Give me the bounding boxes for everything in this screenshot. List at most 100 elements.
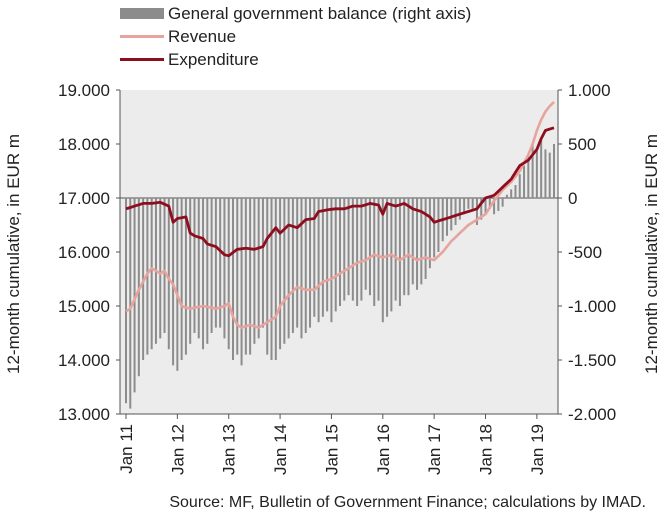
balance-bar <box>416 198 419 290</box>
y-right-tick-label: -1.000 <box>568 297 616 316</box>
balance-bar <box>223 198 226 339</box>
chart-legend: General government balance (right axis) … <box>120 2 471 71</box>
legend-swatch-balance <box>120 8 164 19</box>
balance-bar <box>540 139 543 198</box>
y-left-tick-label: 19.000 <box>58 81 110 100</box>
balance-bar <box>125 198 127 404</box>
balance-bar <box>189 198 192 344</box>
y-right-tick-label: -2.000 <box>568 405 616 424</box>
y-axis-right-label: 12-month cumulative, in EUR m <box>642 134 661 374</box>
source-note: Source: MF, Bulletin of Government Finan… <box>169 494 646 511</box>
balance-bar <box>274 198 277 360</box>
balance-bar <box>253 198 256 344</box>
balance-bar <box>510 189 513 198</box>
y-left-tick-label: 17.000 <box>58 189 110 208</box>
balance-bar <box>544 149 547 198</box>
balance-bar <box>279 198 282 350</box>
balance-bar <box>176 198 179 371</box>
x-tick-label: Jan 13 <box>220 424 239 475</box>
y-right-tick-label: -1.500 <box>568 351 616 370</box>
legend-item-expenditure: Expenditure <box>120 48 471 71</box>
balance-bar <box>351 198 354 301</box>
balance-bar <box>527 156 530 198</box>
balance-bar <box>394 198 397 301</box>
balance-bar <box>381 198 384 323</box>
balance-bar <box>373 198 376 306</box>
legend-label-balance: General government balance (right axis) <box>168 4 472 23</box>
balance-bar <box>364 198 367 290</box>
balance-bar <box>518 174 521 198</box>
balance-bar <box>304 198 307 333</box>
balance-bar <box>202 198 205 350</box>
balance-bar <box>257 198 260 339</box>
balance-bar <box>428 198 431 269</box>
balance-bar <box>471 198 474 209</box>
y-left-tick-label: 16.000 <box>58 243 110 262</box>
balance-bar <box>334 198 337 312</box>
balance-bar <box>236 198 239 355</box>
x-tick-label: Jan 15 <box>322 424 341 475</box>
y-left-tick-label: 13.000 <box>58 405 110 424</box>
legend-label-revenue: Revenue <box>168 27 237 46</box>
balance-bar <box>291 198 294 333</box>
balance-bar <box>433 198 436 258</box>
legend-swatch-revenue <box>120 35 164 38</box>
balance-bar <box>167 198 170 350</box>
y-left-tick-label: 18.000 <box>58 135 110 154</box>
balance-bar <box>197 198 200 339</box>
balance-bar <box>403 198 406 296</box>
balance-bar <box>330 198 333 323</box>
balance-bar <box>497 198 500 211</box>
x-tick-label: Jan 12 <box>168 424 187 475</box>
x-tick-label: Jan 14 <box>271 424 290 475</box>
balance-bar <box>296 198 299 328</box>
balance-bar <box>184 198 187 355</box>
balance-bar <box>458 198 461 220</box>
balance-bar <box>287 198 290 339</box>
balance-bar <box>133 198 136 393</box>
legend-swatch-expenditure <box>120 58 164 61</box>
balance-bar <box>467 198 470 209</box>
balance-bar <box>270 198 273 360</box>
balance-bar <box>266 198 269 355</box>
balance-bar <box>347 198 350 296</box>
balance-bar <box>437 198 440 252</box>
balance-bar <box>484 198 487 215</box>
balance-bar <box>180 198 183 360</box>
balance-bar <box>163 198 166 333</box>
balance-bar <box>514 185 517 198</box>
balance-bar <box>214 198 217 328</box>
balance-bar <box>475 198 478 225</box>
y-left-tick-label: 14.000 <box>58 351 110 370</box>
balance-bar <box>454 198 457 225</box>
balance-bar <box>261 198 264 328</box>
balance-bar <box>206 198 209 344</box>
y-right-tick-label: 1.000 <box>568 81 611 100</box>
balance-bar <box>249 198 252 355</box>
balance-bar <box>488 198 491 209</box>
y-right-tick-label: 0 <box>568 189 577 208</box>
balance-bar <box>553 144 555 198</box>
balance-bar <box>398 198 401 306</box>
balance-bar <box>300 198 303 339</box>
balance-bar <box>326 198 329 312</box>
balance-bar <box>360 198 363 301</box>
balance-bar <box>244 198 247 355</box>
balance-bar <box>505 194 508 198</box>
balance-bar <box>309 198 312 328</box>
balance-bar <box>368 198 371 296</box>
balance-bar <box>463 198 466 215</box>
balance-bar <box>232 198 234 360</box>
balance-bar <box>343 198 346 301</box>
balance-bar <box>356 198 359 306</box>
balance-bar <box>548 152 551 198</box>
balance-bar <box>407 198 410 296</box>
balance-bar <box>227 198 230 350</box>
balance-bar <box>339 198 341 306</box>
y-right-tick-label: 500 <box>568 135 596 154</box>
balance-bar <box>219 198 222 328</box>
balance-bar <box>450 198 453 231</box>
legend-item-balance: General government balance (right axis) <box>120 2 471 25</box>
balance-bar <box>172 198 175 366</box>
x-tick-label: Jan 16 <box>374 424 393 475</box>
